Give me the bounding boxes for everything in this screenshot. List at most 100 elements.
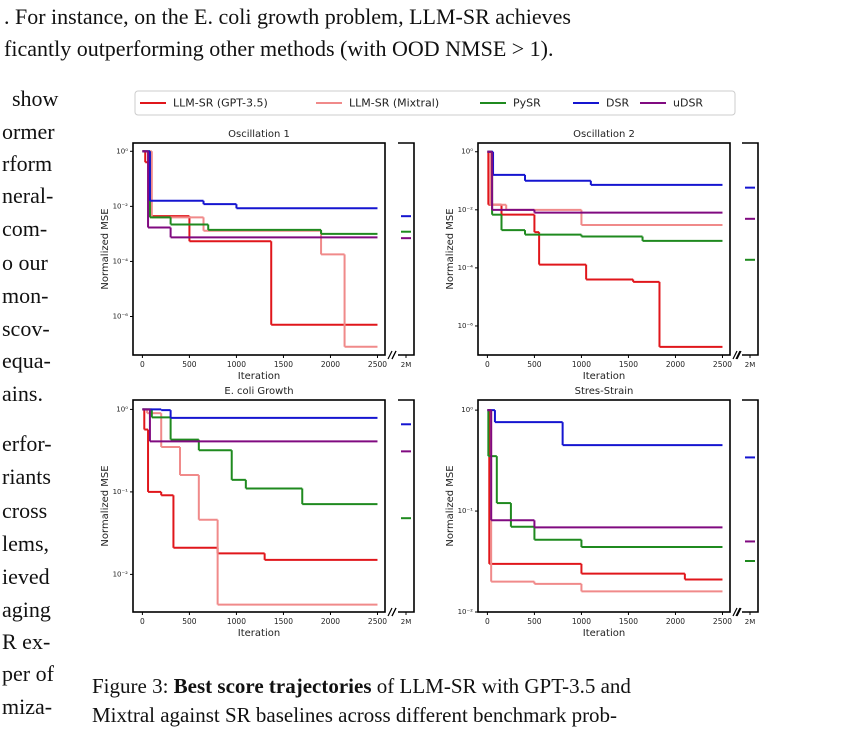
break-frame bbox=[398, 142, 415, 356]
y-tick-label: 10⁻² bbox=[113, 570, 129, 578]
y-tick-label: 10⁻¹ bbox=[113, 488, 129, 496]
x-tick-label: 1500 bbox=[274, 617, 293, 626]
body-text-line: show bbox=[12, 86, 59, 111]
legend-label: LLM-SR (GPT-3.5) bbox=[173, 97, 268, 110]
y-axis-label: Normalized MSE bbox=[445, 208, 456, 289]
x-tick-label: 1000 bbox=[572, 360, 591, 369]
break-mark bbox=[391, 607, 397, 617]
break-mark bbox=[387, 350, 393, 360]
x-tick-label: 1500 bbox=[619, 617, 638, 626]
body-text-line: miza- bbox=[2, 694, 53, 719]
x-tick-label: 2000 bbox=[321, 617, 340, 626]
x-tick-label: 1500 bbox=[619, 360, 638, 369]
break-mark bbox=[735, 607, 741, 617]
break-frame bbox=[742, 142, 759, 356]
y-tick-label: 10⁻⁴ bbox=[458, 264, 474, 272]
break-mark bbox=[735, 350, 741, 360]
body-text-line: com- bbox=[2, 216, 48, 241]
legend-label: DSR bbox=[606, 97, 629, 110]
break-mark bbox=[736, 350, 742, 360]
body-text-line: per of bbox=[2, 661, 54, 686]
body-text-line: scov- bbox=[2, 316, 50, 341]
x-tick-label: 2500 bbox=[368, 360, 387, 369]
body-text-line: cross bbox=[2, 498, 48, 523]
caption-text: Best score trajectories bbox=[173, 674, 372, 698]
plot-frame bbox=[132, 142, 386, 356]
x-axis-label: Iteration bbox=[238, 371, 280, 382]
break-label: 2M bbox=[401, 618, 412, 626]
y-tick-label: 10⁻⁶ bbox=[458, 322, 474, 330]
y-tick-label: 10⁰ bbox=[116, 405, 128, 413]
x-tick-label: 2500 bbox=[713, 617, 732, 626]
break-frame bbox=[398, 399, 415, 613]
body-text-line: . For instance, on the E. coli growth pr… bbox=[4, 4, 571, 29]
chart-title: Oscillation 1 bbox=[228, 129, 290, 140]
x-tick-label: 0 bbox=[140, 360, 145, 369]
x-tick-label: 2500 bbox=[368, 617, 387, 626]
y-tick-label: 10⁰ bbox=[461, 406, 473, 414]
x-tick-label: 0 bbox=[485, 360, 490, 369]
break-mark bbox=[391, 350, 397, 360]
body-text-line: equa- bbox=[2, 348, 51, 373]
body-text-line: riants bbox=[2, 464, 51, 489]
x-tick-label: 0 bbox=[140, 617, 145, 626]
y-tick-label: 10⁰ bbox=[461, 148, 473, 156]
break-frame bbox=[742, 399, 759, 613]
y-tick-label: 10⁻² bbox=[458, 206, 474, 214]
x-tick-label: 2000 bbox=[666, 360, 685, 369]
legend-label: PySR bbox=[513, 97, 541, 110]
x-tick-label: 500 bbox=[182, 360, 197, 369]
body-text-line: erfor- bbox=[2, 431, 52, 456]
break-mark bbox=[387, 607, 393, 617]
x-axis-label: Iteration bbox=[238, 628, 280, 639]
x-axis-label: Iteration bbox=[583, 371, 625, 382]
plot-frame bbox=[477, 399, 731, 613]
body-text-line: neral- bbox=[2, 183, 54, 208]
plot-frame bbox=[132, 399, 386, 613]
legend-label: LLM-SR (Mixtral) bbox=[349, 97, 439, 110]
y-tick-label: 10⁻² bbox=[113, 202, 129, 210]
legend-box bbox=[134, 90, 736, 116]
caption-text: of LLM-SR with GPT-3.5 and bbox=[376, 674, 631, 698]
x-tick-label: 1000 bbox=[572, 617, 591, 626]
break-mark bbox=[732, 607, 738, 617]
legend-label: uDSR bbox=[673, 97, 703, 110]
body-text-line: mon- bbox=[2, 283, 49, 308]
break-label: 2M bbox=[745, 618, 756, 626]
body-text-line: rform bbox=[2, 151, 53, 176]
body-text-line: ieved bbox=[2, 564, 50, 589]
x-tick-label: 2500 bbox=[713, 360, 732, 369]
break-label: 2M bbox=[745, 361, 756, 369]
caption-line: Mixtral against SR baselines across diff… bbox=[92, 703, 618, 727]
chart-title: Oscillation 2 bbox=[573, 129, 635, 140]
body-text-line: lems, bbox=[2, 531, 50, 556]
chart-title: E. coli Growth bbox=[224, 386, 293, 397]
x-tick-label: 1500 bbox=[274, 360, 293, 369]
body-text-line: o our bbox=[2, 250, 48, 275]
x-tick-label: 2000 bbox=[321, 360, 340, 369]
x-tick-label: 500 bbox=[182, 617, 197, 626]
break-mark bbox=[732, 350, 738, 360]
body-text-line: ains. bbox=[2, 381, 43, 406]
y-axis-label: Normalized MSE bbox=[100, 465, 111, 546]
y-tick-label: 10⁰ bbox=[116, 147, 128, 155]
y-tick-label: 10⁻¹ bbox=[458, 507, 474, 515]
body-text-line: ficantly outperforming other methods (wi… bbox=[4, 36, 554, 61]
caption-line: Figure 3: Best score trajectories of LLM… bbox=[92, 674, 631, 699]
plot-frame bbox=[477, 142, 731, 356]
x-tick-label: 2000 bbox=[666, 617, 685, 626]
caption-text: Figure 3: bbox=[92, 674, 169, 698]
y-tick-label: 10⁻⁶ bbox=[113, 313, 129, 321]
y-axis-label: Normalized MSE bbox=[445, 465, 456, 546]
y-tick-label: 10⁻⁴ bbox=[113, 257, 129, 265]
body-text-line: R ex- bbox=[2, 629, 51, 654]
y-tick-label: 10⁻² bbox=[458, 608, 474, 616]
x-tick-label: 500 bbox=[527, 360, 542, 369]
x-tick-label: 500 bbox=[527, 617, 542, 626]
break-label: 2M bbox=[401, 361, 412, 369]
chart-title: Stres-Strain bbox=[575, 386, 634, 397]
body-text-line: aging bbox=[2, 597, 51, 622]
x-tick-label: 0 bbox=[485, 617, 490, 626]
